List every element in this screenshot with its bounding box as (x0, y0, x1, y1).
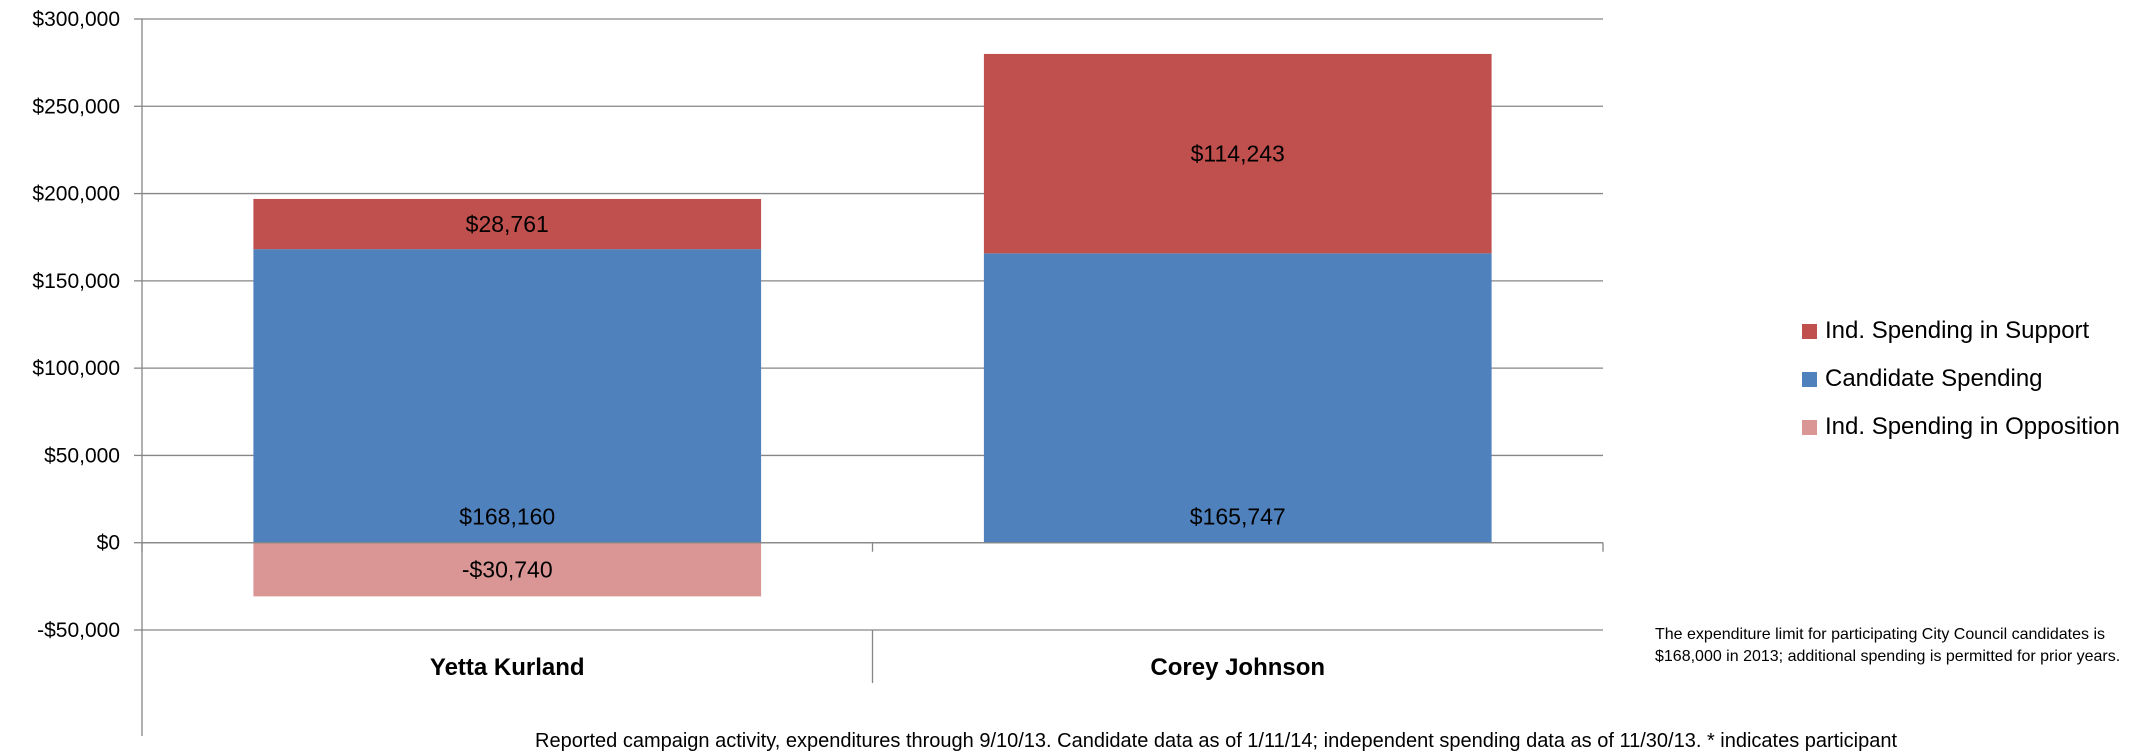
legend-swatch-support (1802, 323, 1817, 339)
legend-label-support: Ind. Spending in Support (1825, 317, 2090, 344)
data-label-candidate-1: $168,160 (459, 504, 555, 530)
legend-label-candidate: Candidate Spending (1825, 365, 2043, 392)
data-labels: $168,160 $28,761 -$30,740 $165,747 $114,243 (459, 141, 1285, 583)
data-label-opposition-1: -$30,740 (462, 557, 553, 583)
y-tick-label: $250,000 (32, 95, 120, 118)
bar-candidate-1 (253, 249, 762, 543)
y-tick-label: $200,000 (32, 183, 120, 206)
legend-item-support: Ind. Spending in Support (1802, 307, 2120, 355)
legend-label-opposition: Ind. Spending in Opposition (1825, 413, 2120, 440)
y-axis: $300,000 $250,000 $200,000 $150,000 $100,000… (32, 8, 143, 736)
expenditure-limit-note: The expenditure limit for participating … (1655, 626, 2121, 665)
data-label-support-1: $28,761 (466, 211, 549, 237)
y-tick-label: $300,000 (32, 8, 120, 31)
data-label-candidate-2: $165,747 (1190, 504, 1286, 530)
legend-item-candidate: Candidate Spending (1802, 355, 2120, 403)
bars (253, 53, 1492, 597)
footer-note: Reported campaign activity, expenditures… (535, 730, 1898, 752)
y-tick-label: $100,000 (32, 357, 120, 380)
y-tick-label: $0 (97, 532, 120, 555)
legend-swatch-candidate (1802, 371, 1817, 387)
bar-opposition-1 (253, 542, 762, 597)
y-tick-label: -$50,000 (37, 619, 120, 642)
category-label-2: Corey Johnson (1150, 654, 1325, 681)
legend-item-opposition: Ind. Spending in Opposition (1802, 403, 2120, 451)
x-axis: Yetta Kurland Corey Johnson (141, 542, 1604, 683)
category-label-1: Yetta Kurland (430, 654, 585, 681)
y-tick-label: $50,000 (44, 444, 120, 467)
bar-candidate-2 (983, 253, 1492, 543)
y-tick-label: $150,000 (32, 270, 120, 293)
legend-swatch-opposition (1802, 419, 1817, 435)
legend: Ind. Spending in Support Candidate Spend… (1802, 307, 2120, 451)
bar-support-1 (253, 198, 762, 250)
bar-support-2 (983, 53, 1492, 254)
data-label-support-2: $114,243 (1191, 141, 1285, 167)
